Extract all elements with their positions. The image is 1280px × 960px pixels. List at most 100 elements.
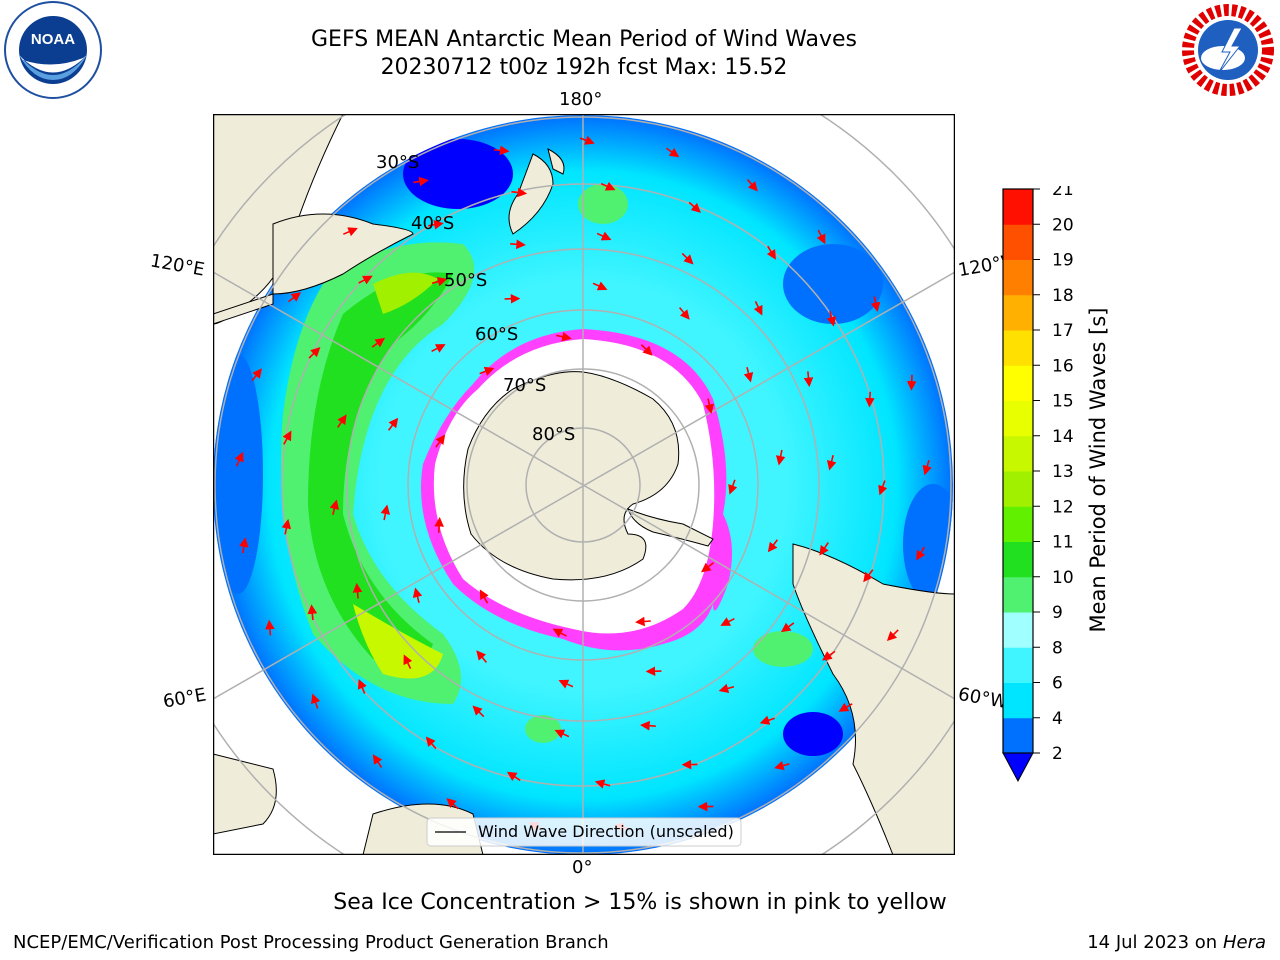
wind-arrow bbox=[678, 307, 690, 320]
wind-arrow bbox=[511, 187, 528, 198]
wind-arrow bbox=[251, 368, 262, 382]
wind-arrow bbox=[554, 729, 570, 739]
wind-arrow bbox=[371, 337, 386, 348]
wind-arrow bbox=[826, 311, 837, 327]
wind-arrow bbox=[425, 736, 437, 750]
wind-arrow bbox=[775, 449, 786, 466]
wind-arrow bbox=[446, 798, 459, 810]
wind-arrow bbox=[506, 771, 521, 781]
colorbar-swatch bbox=[1003, 224, 1033, 260]
wind-arrow bbox=[822, 650, 836, 661]
colorbar-swatch bbox=[1003, 294, 1033, 331]
wind-arrow bbox=[558, 679, 574, 689]
wind-arrow bbox=[600, 181, 616, 191]
nws-logo bbox=[1180, 2, 1276, 98]
wind-arrow bbox=[704, 398, 715, 414]
colorbar-tick-label: 20 bbox=[1052, 215, 1074, 235]
colorbar-tick-label: 17 bbox=[1052, 321, 1074, 341]
wind-arrow bbox=[337, 414, 347, 428]
wind-direction-arrows bbox=[234, 135, 932, 833]
colorbar-tick-label: 19 bbox=[1052, 251, 1074, 271]
colorbar-tick-label: 18 bbox=[1052, 286, 1074, 306]
wind-arrow bbox=[412, 587, 423, 604]
colorbar-swatch bbox=[1003, 259, 1033, 296]
colorbar-tick-label: 21 bbox=[1052, 186, 1074, 200]
wind-arrow bbox=[329, 499, 340, 516]
colorbar-swatch bbox=[1003, 647, 1033, 683]
wind-arrow bbox=[640, 720, 656, 731]
new-zealand-land bbox=[508, 153, 554, 235]
wind-arrow bbox=[819, 542, 829, 556]
wind-arrow bbox=[579, 135, 595, 145]
legend-box bbox=[426, 817, 742, 847]
wind-arrow bbox=[743, 366, 754, 383]
wind-arrow bbox=[287, 292, 302, 303]
wind-arrow bbox=[435, 434, 446, 448]
wind-arrow bbox=[403, 654, 413, 669]
colorbar-swatch bbox=[1003, 506, 1033, 542]
wind-arrow bbox=[728, 479, 738, 495]
wind-arrow bbox=[746, 179, 758, 192]
wind-arrow bbox=[372, 754, 383, 768]
wind-arrow bbox=[865, 391, 875, 408]
colorbar-swatch bbox=[1003, 717, 1033, 754]
wind-arrow bbox=[472, 705, 485, 718]
wind-arrow bbox=[774, 760, 790, 771]
wind-arrow bbox=[239, 537, 249, 554]
wind-arrow bbox=[816, 229, 826, 245]
colorbar-tick-label: 2 bbox=[1052, 744, 1063, 764]
wind-arrow bbox=[759, 715, 775, 725]
colorbar-tick-label: 6 bbox=[1052, 674, 1063, 694]
madagascar-land bbox=[213, 753, 277, 835]
wind-arrow bbox=[311, 693, 321, 709]
wind-arrow bbox=[700, 562, 715, 573]
wind-arrow bbox=[510, 239, 526, 250]
wind-arrow bbox=[922, 459, 932, 476]
wind-arrow bbox=[803, 371, 814, 388]
wind-arrow bbox=[594, 779, 611, 789]
colorbar-tick-label: 13 bbox=[1052, 462, 1074, 482]
map-frame bbox=[213, 114, 955, 855]
colorbar-swatch bbox=[1003, 541, 1033, 578]
wind-arrow bbox=[878, 480, 888, 496]
wind-arrow bbox=[766, 245, 776, 260]
lat-label-30s: 30°S bbox=[376, 152, 419, 173]
date-value: 14 Jul 2023 on bbox=[1087, 932, 1218, 953]
colorbar-underflow bbox=[1002, 752, 1034, 783]
wind-arrow bbox=[718, 683, 735, 694]
credit-text: NCEP/EMC/Verification Post Processing Pr… bbox=[13, 932, 609, 953]
colorbar-swatch bbox=[1003, 330, 1033, 366]
chart-title: GEFS MEAN Antarctic Mean Period of Wind … bbox=[311, 27, 857, 52]
wind-arrow bbox=[635, 616, 651, 627]
colorbar-tick-label: 11 bbox=[1052, 533, 1074, 553]
colorbar-tick-label: 15 bbox=[1052, 392, 1074, 412]
wind-arrow bbox=[592, 281, 608, 291]
wind-arrow bbox=[282, 430, 292, 445]
noaa-logo-text: NOAA bbox=[31, 31, 75, 48]
colorbar-tick-label: 10 bbox=[1052, 568, 1074, 588]
colorbar-swatch bbox=[1003, 576, 1033, 613]
colorbar-tick-label: 8 bbox=[1052, 638, 1063, 658]
wind-arrow bbox=[434, 516, 444, 533]
colorbar-swatch bbox=[1003, 400, 1033, 437]
wind-arrow bbox=[720, 617, 735, 626]
colorbar-swatch bbox=[1003, 435, 1033, 472]
wind-arrow bbox=[431, 344, 446, 353]
date-text: 14 Jul 2023 on Hera bbox=[1087, 932, 1266, 953]
lat-label-60s: 60°S bbox=[475, 324, 518, 345]
colorbar-swatch bbox=[1003, 189, 1033, 225]
wind-arrow bbox=[476, 650, 488, 663]
polar-map: 30°S 40°S 50°S 60°S 70°S 80°S Wind Wave … bbox=[213, 114, 955, 855]
colorbar-tick-label: 4 bbox=[1052, 709, 1063, 729]
lat-label-80s: 80°S bbox=[532, 424, 575, 445]
wind-arrow bbox=[552, 628, 567, 638]
wind-arrow bbox=[413, 176, 429, 187]
lat-label-40s: 40°S bbox=[411, 213, 454, 234]
wind-arrow bbox=[479, 366, 495, 376]
wind-arrow bbox=[556, 331, 572, 342]
legend-label: Wind Wave Direction (unscaled) bbox=[478, 822, 734, 841]
wind-arrow bbox=[826, 454, 837, 471]
wind-arrow bbox=[234, 451, 244, 467]
wind-arrow bbox=[281, 518, 292, 535]
colorbar-swatch bbox=[1003, 471, 1033, 507]
